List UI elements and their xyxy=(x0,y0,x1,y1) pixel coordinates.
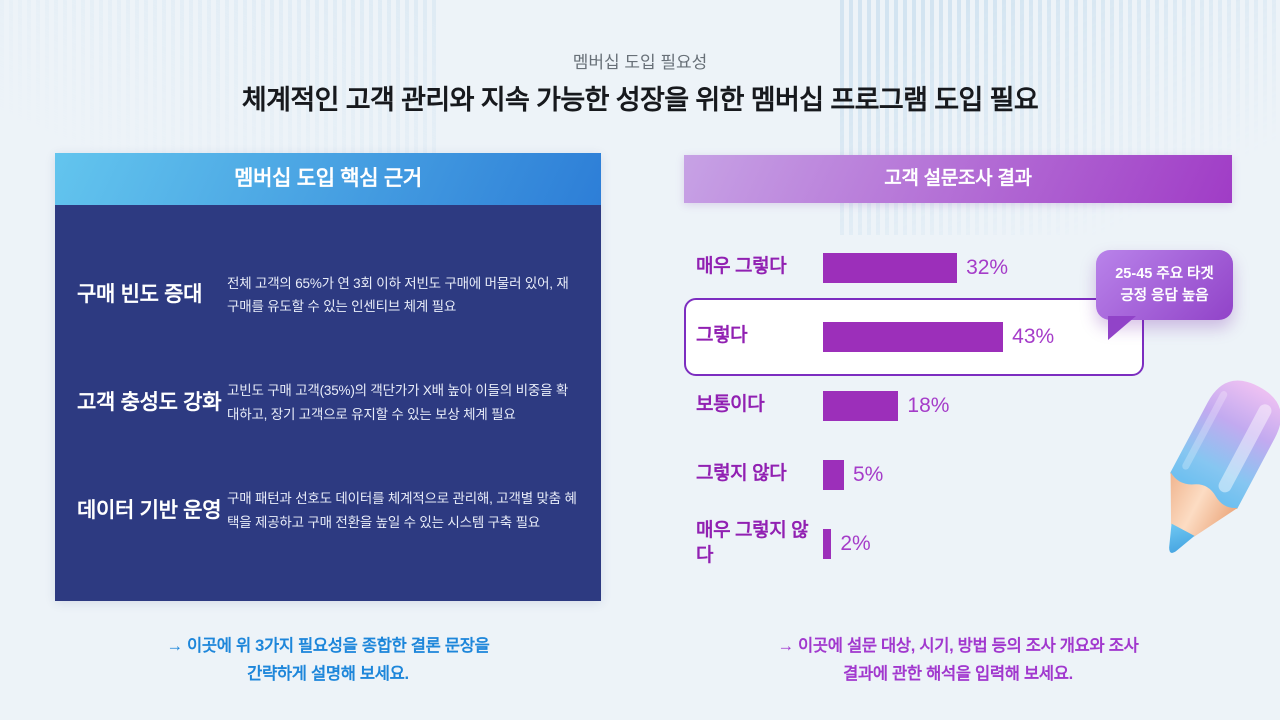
arrow-icon: → xyxy=(166,637,184,655)
footer-line: → 이곳에 위 3가지 필요성을 종합한 결론 문장을 xyxy=(55,632,601,660)
callout-line1: 25-45 주요 타겟 xyxy=(1115,265,1214,282)
survey-category-label: 보통이다 xyxy=(696,394,765,416)
footer-text: 이곳에 설문 대상, 시기, 방법 등의 조사 개요와 조사 xyxy=(798,637,1139,655)
survey-rows: 매우 그렇다 32% 그렇다 43% 보통이다 18% 그렇지 않다 5% 매우 그렇지 않다 2… xyxy=(684,203,1232,578)
reason-title: 고객 충성도 강화 xyxy=(77,391,222,415)
survey-row: 그렇다 43% xyxy=(684,297,1232,376)
left-footer-placeholder[interactable]: → 이곳에 위 3가지 필요성을 종합한 결론 문장을 간략하게 설명해 보세요… xyxy=(55,632,601,688)
footer-text: 간략하게 설명해 보세요. xyxy=(247,665,409,684)
survey-value: 5% xyxy=(852,462,884,486)
slide-eyebrow: 멤버십 도입 필요성 xyxy=(572,53,708,72)
footer-text: 이곳에 위 3가지 필요성을 종합한 결론 문장을 xyxy=(187,637,490,655)
survey-bar xyxy=(823,459,844,490)
survey-row: 매우 그렇지 않다 2% xyxy=(684,509,1232,578)
survey-callout-bubble: 25-45 주요 타겟 긍정 응답 높음 xyxy=(1096,250,1233,340)
survey-bar xyxy=(823,252,958,283)
survey-category-label: 매우 그렇다 xyxy=(696,256,787,278)
arrow-icon: → xyxy=(777,637,795,655)
survey-category-label: 매우 그렇지 않다 xyxy=(696,519,809,566)
reason-row-loyalty: 고객 충성도 강화 고빈도 구매 고객(35%)의 객단가가 X배 높아 이들의… xyxy=(55,379,601,426)
survey-value: 32% xyxy=(966,255,1009,279)
reason-row-data-driven: 데이터 기반 운영 구매 패턴과 선호도 데이터를 체계적으로 관리해, 고객별… xyxy=(55,487,601,534)
survey-value: 18% xyxy=(907,393,950,417)
reason-description: 전체 고객의 65%가 연 3회 이하 저빈도 구매에 머물러 있어, 재구매를… xyxy=(227,275,569,315)
rationale-card-body: 구매 빈도 증대 전체 고객의 65%가 연 3회 이하 저빈도 구매에 머물러… xyxy=(55,205,601,601)
survey-bar xyxy=(823,528,832,559)
reason-row-purchase-frequency: 구매 빈도 증대 전체 고객의 65%가 연 3회 이하 저빈도 구매에 머물러… xyxy=(55,272,601,319)
reason-title: 구매 빈도 증대 xyxy=(77,283,203,307)
survey-bar xyxy=(823,390,899,421)
reason-title: 데이터 기반 운영 xyxy=(77,499,222,523)
callout-line2: 긍정 응답 높음 xyxy=(1120,288,1209,304)
rationale-card-header: 멤버십 도입 핵심 근거 xyxy=(55,153,601,205)
survey-result-panel: 고객 설문조사 결과 매우 그렇다 32% 그렇다 43% 보통이다 18% 그렇지 않다 5… xyxy=(684,155,1233,605)
survey-row: 그렇지 않다 5% xyxy=(684,440,1232,509)
page-title: 체계적인 고객 관리와 지속 가능한 성장을 위한 멤버십 프로그램 도입 필요 xyxy=(241,85,1039,115)
footer-text: 결과에 관한 해석을 입력해 보세요. xyxy=(843,665,1073,684)
survey-bar xyxy=(823,321,1004,352)
reason-description: 구매 패턴과 선호도 데이터를 체계적으로 관리해, 고객별 맞춤 혜택을 제공… xyxy=(227,491,577,530)
survey-value: 43% xyxy=(1012,324,1055,348)
survey-value: 2% xyxy=(840,531,871,555)
right-footer-placeholder[interactable]: → 이곳에 설문 대상, 시기, 방법 등의 조사 개요와 조사 결과에 관한 … xyxy=(684,632,1232,688)
membership-rationale-card: 멤버십 도입 핵심 근거 구매 빈도 증대 전체 고객의 65%가 연 3회 이… xyxy=(55,153,601,601)
reason-description: 고빈도 구매 고객(35%)의 객단가가 X배 높아 이들의 비중을 확대하고,… xyxy=(227,383,569,422)
footer-line: → 이곳에 설문 대상, 시기, 방법 등의 조사 개요와 조사 xyxy=(684,632,1232,660)
survey-category-label: 그렇지 않다 xyxy=(696,463,787,485)
survey-row: 보통이다 18% xyxy=(684,371,1232,440)
survey-category-label: 그렇다 xyxy=(696,325,748,347)
survey-panel-header: 고객 설문조사 결과 xyxy=(684,155,1232,203)
survey-row: 매우 그렇다 32% xyxy=(684,233,1232,302)
